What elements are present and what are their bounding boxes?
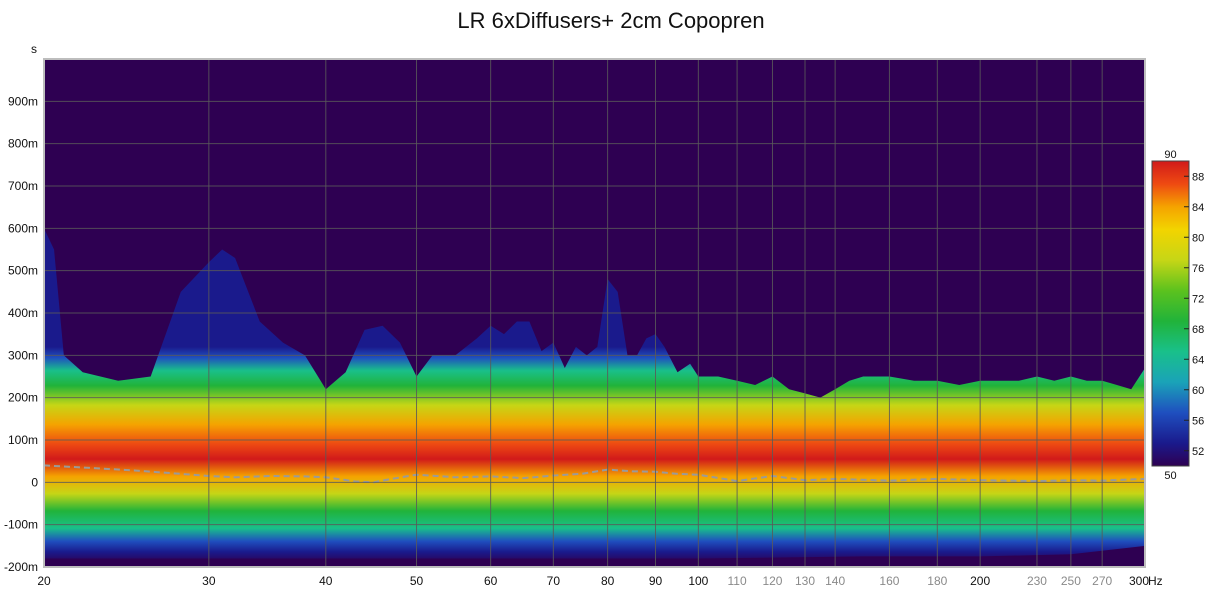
x-tick-label: 70: [547, 574, 561, 588]
x-tick-label: 20: [37, 574, 51, 588]
x-tick-label: 140: [825, 574, 845, 588]
x-tick-label: 270: [1092, 574, 1112, 588]
x-tick-label: 50: [410, 574, 424, 588]
colorbar-min-label: 50: [1164, 470, 1176, 482]
colorbar-max-label: 90: [1164, 149, 1176, 161]
x-tick-label: 130: [795, 574, 815, 588]
x-tick-label: 180: [927, 574, 947, 588]
plot-frame: [43, 58, 1146, 568]
colorbar: [1151, 160, 1190, 467]
y-tick-label: -200m: [4, 560, 38, 574]
y-tick-label: -100m: [4, 518, 38, 532]
y-tick-label: 100m: [8, 433, 38, 447]
y-tick-label: 500m: [8, 264, 38, 278]
colorbar-tick-label: 64: [1192, 354, 1204, 366]
chart-title: LR 6xDiffusers+ 2cm Copopren: [457, 8, 765, 33]
y-tick-label: 200m: [8, 391, 38, 405]
colorbar-tick-label: 72: [1192, 293, 1204, 305]
colorbar-tick-label: 60: [1192, 385, 1204, 397]
x-tick-label: 80: [601, 574, 615, 588]
colorbar-tick-label: 84: [1192, 202, 1204, 214]
y-unit-label: s: [31, 42, 37, 56]
x-tick-label: 120: [762, 574, 782, 588]
x-tick-label: 60: [484, 574, 498, 588]
colorbar-tick-label: 52: [1192, 446, 1204, 458]
x-tick-label: 230: [1027, 574, 1047, 588]
decay-surface: [44, 228, 1145, 559]
x-tick-label: 200: [970, 574, 990, 588]
colorbar-tick-label: 76: [1192, 263, 1204, 275]
x-unit-label: Hz: [1148, 574, 1163, 588]
y-tick-label: 700m: [8, 179, 38, 193]
colorbar-tick-label: 68: [1192, 324, 1204, 336]
y-tick-label: 0: [31, 475, 38, 489]
x-tick-label: 30: [202, 574, 216, 588]
x-tick-label: 160: [879, 574, 899, 588]
x-tick-label: 100: [688, 574, 708, 588]
x-tick-label: 90: [649, 574, 663, 588]
x-tick-label: 40: [319, 574, 333, 588]
colorbar-tick-label: 56: [1192, 415, 1204, 427]
x-tick-label: 300: [1129, 574, 1149, 588]
y-tick-label: 600m: [8, 221, 38, 235]
colorbar-tick-label: 88: [1192, 171, 1204, 183]
peak-level-line: [44, 464, 1145, 484]
x-tick-label: 110: [728, 574, 747, 588]
y-tick-label: 300m: [8, 348, 38, 362]
x-tick-label: 250: [1061, 574, 1081, 588]
y-tick-label: 900m: [8, 94, 38, 108]
colorbar-tick-label: 80: [1192, 232, 1204, 244]
y-tick-label: 400m: [8, 306, 38, 320]
y-tick-label: 800m: [8, 137, 38, 151]
